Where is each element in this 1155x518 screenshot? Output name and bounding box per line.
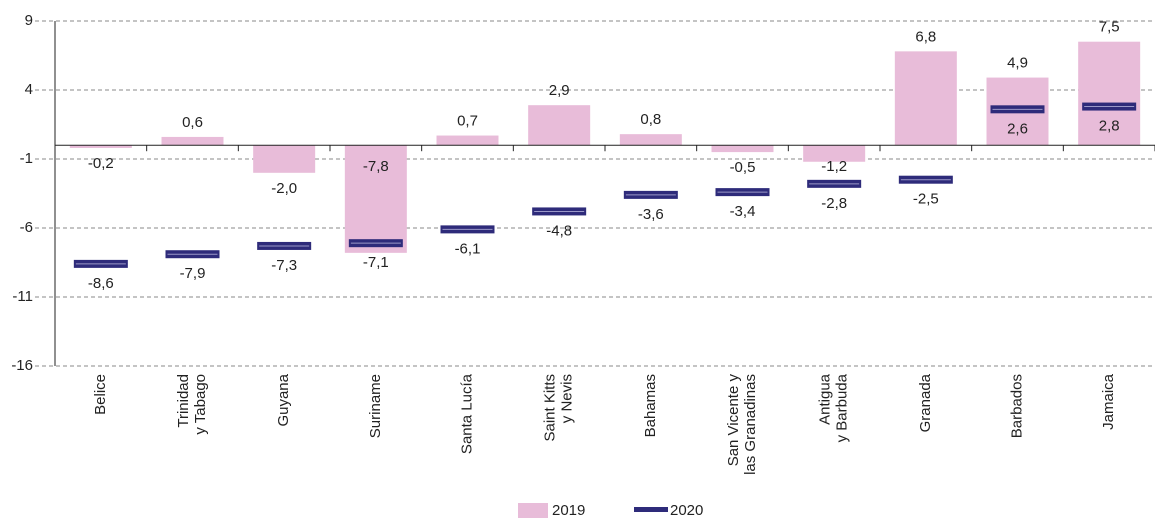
value-label: 4,9 [1007, 55, 1028, 72]
marker [715, 188, 770, 197]
bar [161, 136, 224, 146]
bar [344, 145, 407, 253]
legend-label: 2020 [670, 502, 703, 518]
marker [623, 190, 678, 199]
marker [990, 105, 1045, 114]
bar [528, 105, 591, 146]
value-label: 2,9 [549, 82, 570, 99]
value-label: 2,6 [1007, 120, 1028, 137]
bar [711, 145, 774, 153]
bar [894, 51, 957, 146]
legend-swatch [634, 507, 668, 512]
marker [73, 259, 128, 268]
value-label: -8,6 [88, 275, 114, 292]
value-label: 6,8 [915, 28, 936, 45]
x-tick-label: Barbados [1008, 374, 1025, 438]
marker [1082, 102, 1137, 111]
x-tick-label: Belice [92, 374, 109, 415]
value-label: -3,4 [730, 203, 756, 220]
value-label: 7,5 [1099, 19, 1120, 36]
value-label: 0,6 [182, 114, 203, 131]
x-tick-label: Bahamas [642, 374, 659, 437]
x-tick-label: Guyana [275, 373, 292, 426]
value-label: -1,2 [821, 158, 847, 175]
value-label: -7,3 [271, 257, 297, 274]
x-tick-label: Antiguay Barbuda [817, 373, 851, 442]
x-tick-label: Jamaica [1100, 373, 1117, 430]
x-tick-label: Saint Kittsy Nevis [542, 374, 576, 442]
y-tick-label: -11 [12, 288, 33, 305]
y-tick-label: 4 [25, 81, 33, 98]
bar [436, 135, 499, 146]
value-label: 0,7 [457, 113, 478, 130]
x-tick-label: Santa Lucía [458, 373, 475, 454]
value-label: -2,5 [913, 191, 939, 208]
value-label: 2,8 [1099, 118, 1120, 135]
value-label: -6,1 [455, 240, 481, 257]
x-tick-label: Trinidady Tabago [175, 374, 209, 435]
value-label: -2,0 [271, 180, 297, 197]
value-label: -7,1 [363, 254, 389, 271]
value-label: 0,8 [640, 111, 661, 128]
x-tick-label: San Vicente ylas Granadinas [725, 374, 759, 475]
marker [898, 175, 953, 184]
marker [440, 225, 495, 234]
x-tick-label: Granada [917, 373, 934, 432]
y-tick-label: -6 [20, 219, 33, 236]
value-label: -7,8 [363, 158, 389, 175]
marker [348, 239, 403, 248]
x-tick-label: Suriname [367, 374, 384, 438]
bar [69, 145, 132, 148]
marker [532, 207, 587, 216]
legend-swatch [518, 503, 548, 518]
value-label: -0,5 [730, 159, 756, 176]
bar [619, 134, 682, 146]
y-tick-label: -16 [11, 357, 33, 374]
marker [807, 179, 862, 188]
value-label: -4,8 [546, 222, 572, 239]
value-label: -0,2 [88, 155, 114, 172]
value-label: -3,6 [638, 206, 664, 223]
value-label: -2,8 [821, 195, 847, 212]
y-tick-label: -1 [20, 150, 33, 167]
marker [165, 250, 220, 259]
bar [253, 145, 316, 173]
marker [257, 241, 312, 250]
bar [803, 145, 866, 162]
bar [1078, 41, 1141, 146]
legend-label: 2019 [552, 502, 585, 518]
y-tick-label: 9 [25, 12, 33, 29]
value-label: -7,9 [180, 265, 206, 282]
